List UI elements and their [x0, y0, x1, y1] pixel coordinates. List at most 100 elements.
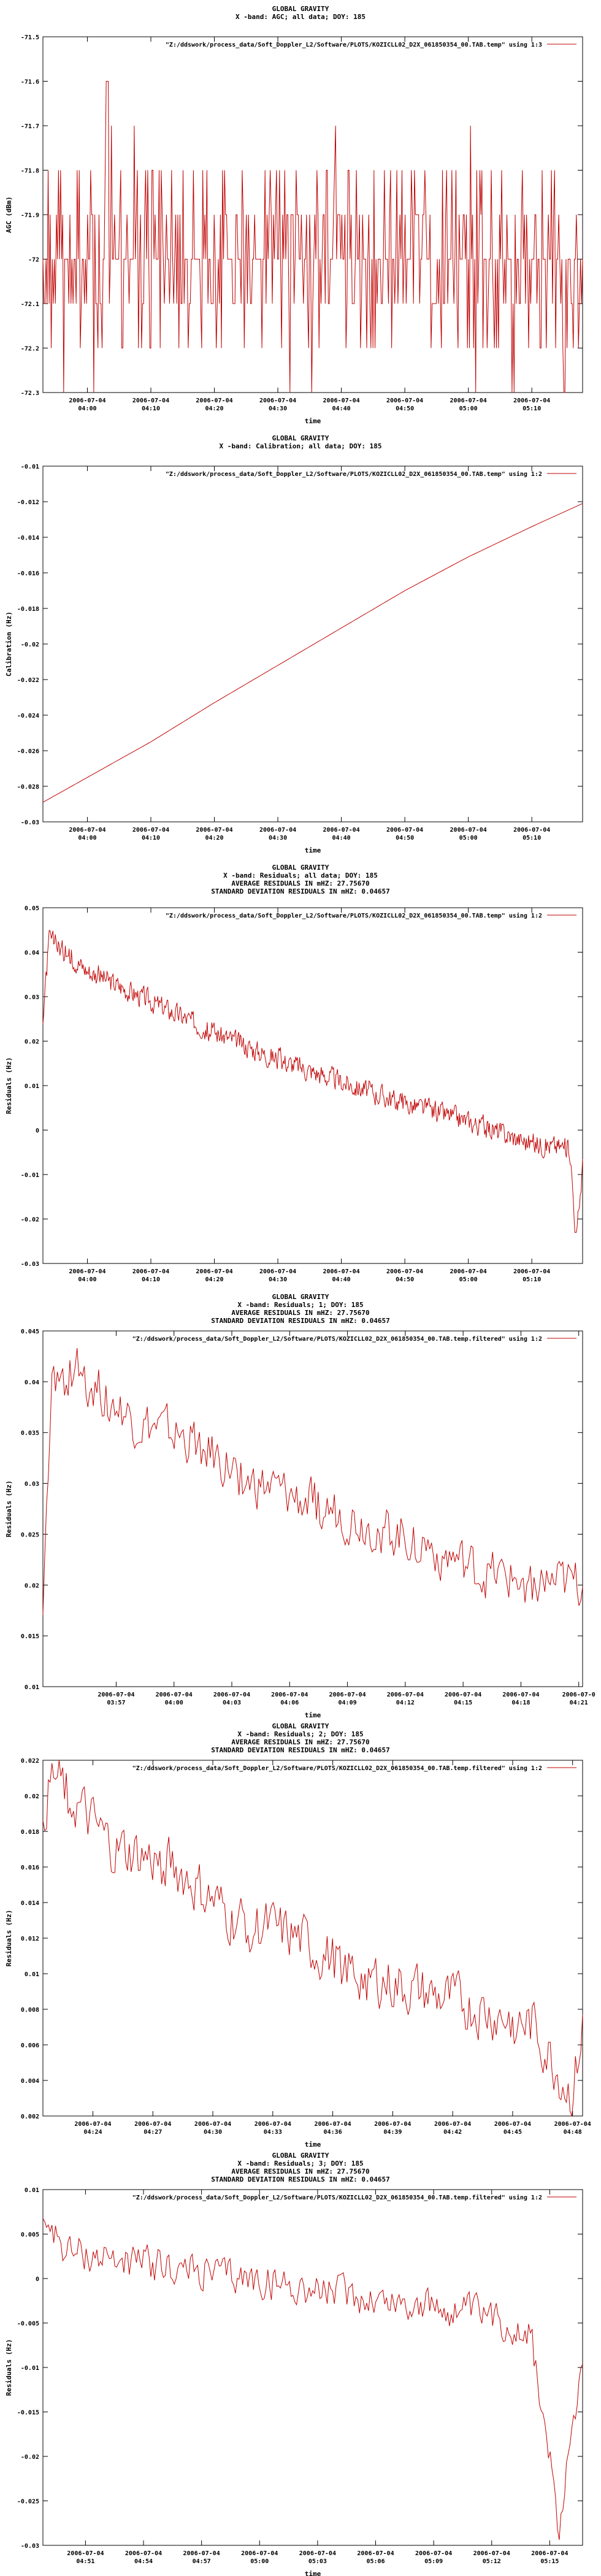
y-tick-label: -71.7 [21, 123, 39, 130]
x-tick-time: 04:45 [503, 2129, 522, 2136]
y-tick: 0.008 [21, 2007, 583, 2014]
x-tick-date: 2006-07-04 [132, 1268, 169, 1275]
plot-frame [42, 466, 583, 822]
x-tick-date: 2006-07-04 [554, 2121, 591, 2128]
y-tick: 0.005 [21, 2232, 583, 2239]
y-tick-label: 0.02 [25, 1793, 39, 1800]
x-tick-date: 2006-07-04 [434, 2121, 471, 2128]
y-tick: 0.01 [25, 2187, 583, 2194]
chart-title-line: AVERAGE RESIDUALS IN mHZ: 27.75670 [231, 880, 370, 887]
x-tick-time: 04:30 [269, 405, 287, 412]
x-tick-date: 2006-07-04 [323, 1268, 359, 1275]
x-tick: 2006-07-04 04:06 [271, 1331, 308, 1706]
x-tick-date: 2006-07-04 [445, 1692, 481, 1698]
x-tick-time: 05:09 [424, 2558, 443, 2565]
x-tick-time: 05:10 [523, 1276, 541, 1283]
chart-panel-6: GLOBAL GRAVITY X -band: Residuals; 3; DOY… [0, 2147, 601, 2576]
x-tick-date: 2006-07-04 [69, 397, 105, 404]
chart-title-line: STANDARD DEVIATION RESIDUALS IN mHZ: 0.0… [211, 1746, 390, 1754]
y-tick-label: -0.03 [21, 1261, 39, 1268]
y-tick: -0.025 [17, 2499, 583, 2505]
x-tick-date: 2006-07-04 [494, 2121, 531, 2128]
plot-frame [42, 1760, 583, 2117]
x-tick-date: 2006-07-04 [69, 1268, 105, 1275]
y-tick: -0.016 [17, 570, 583, 577]
y-tick: -0.03 [21, 2543, 583, 2550]
y-tick: -0.005 [17, 2321, 583, 2328]
x-tick-time: 04:48 [564, 2129, 582, 2136]
x-tick-date: 2006-07-04 [74, 2121, 111, 2128]
chart-panel-4: GLOBAL GRAVITY X -band: Residuals; 1; DOY… [0, 1288, 601, 1717]
legend-label: "Z:/ddswork/process_data/Soft_Doppler_L2… [132, 2194, 542, 2201]
x-tick-date: 2006-07-04 [323, 397, 359, 404]
chart-title-line: AVERAGE RESIDUALS IN mHZ: 27.75670 [231, 1309, 370, 1317]
y-tick: 0.016 [21, 1865, 583, 1871]
x-tick-time: 04:30 [269, 1276, 287, 1283]
x-tick-time: 04:51 [76, 2558, 94, 2565]
y-tick-label: 0.016 [21, 1865, 39, 1871]
y-tick-label: 0.04 [25, 950, 39, 957]
chart-svg: -71.5 -71.6 -71.7 -71.8 -71.9 -72 -72.1 -72.2 -7… [5, 34, 583, 425]
y-tick: 0.012 [21, 1936, 583, 1942]
x-tick-time: 03:57 [107, 1700, 125, 1706]
x-tick-date: 2006-07-04 [386, 397, 423, 404]
y-tick: -0.03 [21, 819, 583, 826]
x-tick-date: 2006-07-04 [194, 2121, 231, 2128]
chart-title-line: X -band: Residuals; 2; DOY: 185 [237, 1730, 364, 1738]
y-tick: -71.8 [21, 168, 583, 175]
y-tick-label: -72 [28, 257, 39, 264]
chart-svg: 0.05 0.04 0.03 0.02 0.01 0 -0.01 -0.02 -0.03 2006… [5, 905, 583, 1283]
y-tick-label: -0.02 [21, 1217, 39, 1224]
y-tick-label: 0.012 [21, 1936, 39, 1942]
chart-svg: 0.01 0.005 0 -0.005 -0.01 -0.015 -0.02 -0.025 -0… [5, 2187, 583, 2576]
y-tick: 0.03 [25, 1481, 583, 1488]
chart-title-line: X -band: Residuals; 3; DOY: 185 [237, 2160, 364, 2168]
x-tick-date: 2006-07-04 [473, 2550, 510, 2557]
plot-frame [42, 907, 583, 1264]
x-tick-date: 2006-07-04 [323, 827, 359, 834]
chart-title-line: GLOBAL GRAVITY [272, 2152, 329, 2160]
y-tick-label: 0.015 [21, 1633, 39, 1640]
y-axis-label: Residuals (Hz) [5, 1481, 13, 1538]
y-tick-label: -72.1 [21, 301, 39, 308]
x-tick-date: 2006-07-04 [299, 2550, 336, 2557]
x-tick-date: 2006-07-04 [531, 2550, 568, 2557]
series-line [42, 1760, 583, 2117]
x-tick-time: 04:18 [511, 1700, 530, 1706]
x-tick-time: 05:00 [459, 405, 478, 412]
y-tick-label: -72.3 [21, 390, 39, 397]
x-tick: 2006-07-04 04:09 [329, 1331, 366, 1706]
x-tick-date: 2006-07-04 [183, 2550, 220, 2557]
y-tick: 0.05 [25, 905, 583, 912]
chart-panel-3: GLOBAL GRAVITY X -band: Residuals; all da… [0, 859, 601, 1288]
y-tick: 0.02 [25, 1793, 583, 1800]
x-tick-date: 2006-07-04 [134, 2121, 171, 2128]
chart-panel-5: GLOBAL GRAVITY X -band: Residuals; 2; DOY… [0, 1717, 601, 2147]
y-tick-label: 0.05 [25, 905, 39, 912]
x-axis-label: time [305, 1711, 321, 1717]
y-tick: 0.01 [25, 1971, 583, 1978]
series-line [42, 503, 583, 803]
x-tick-date: 2006-07-04 [513, 1268, 550, 1275]
x-tick-date: 2006-07-04 [329, 1692, 366, 1698]
x-tick-time: 04:30 [204, 2129, 222, 2136]
y-axis-label: AGC (dBm) [5, 196, 13, 233]
y-tick-label: 0.02 [25, 1039, 39, 1046]
y-tick: 0.022 [21, 1758, 583, 1765]
y-tick: -71.7 [21, 123, 583, 130]
legend: "Z:/ddswork/process_data/Soft_Doppler_L2… [166, 912, 576, 919]
